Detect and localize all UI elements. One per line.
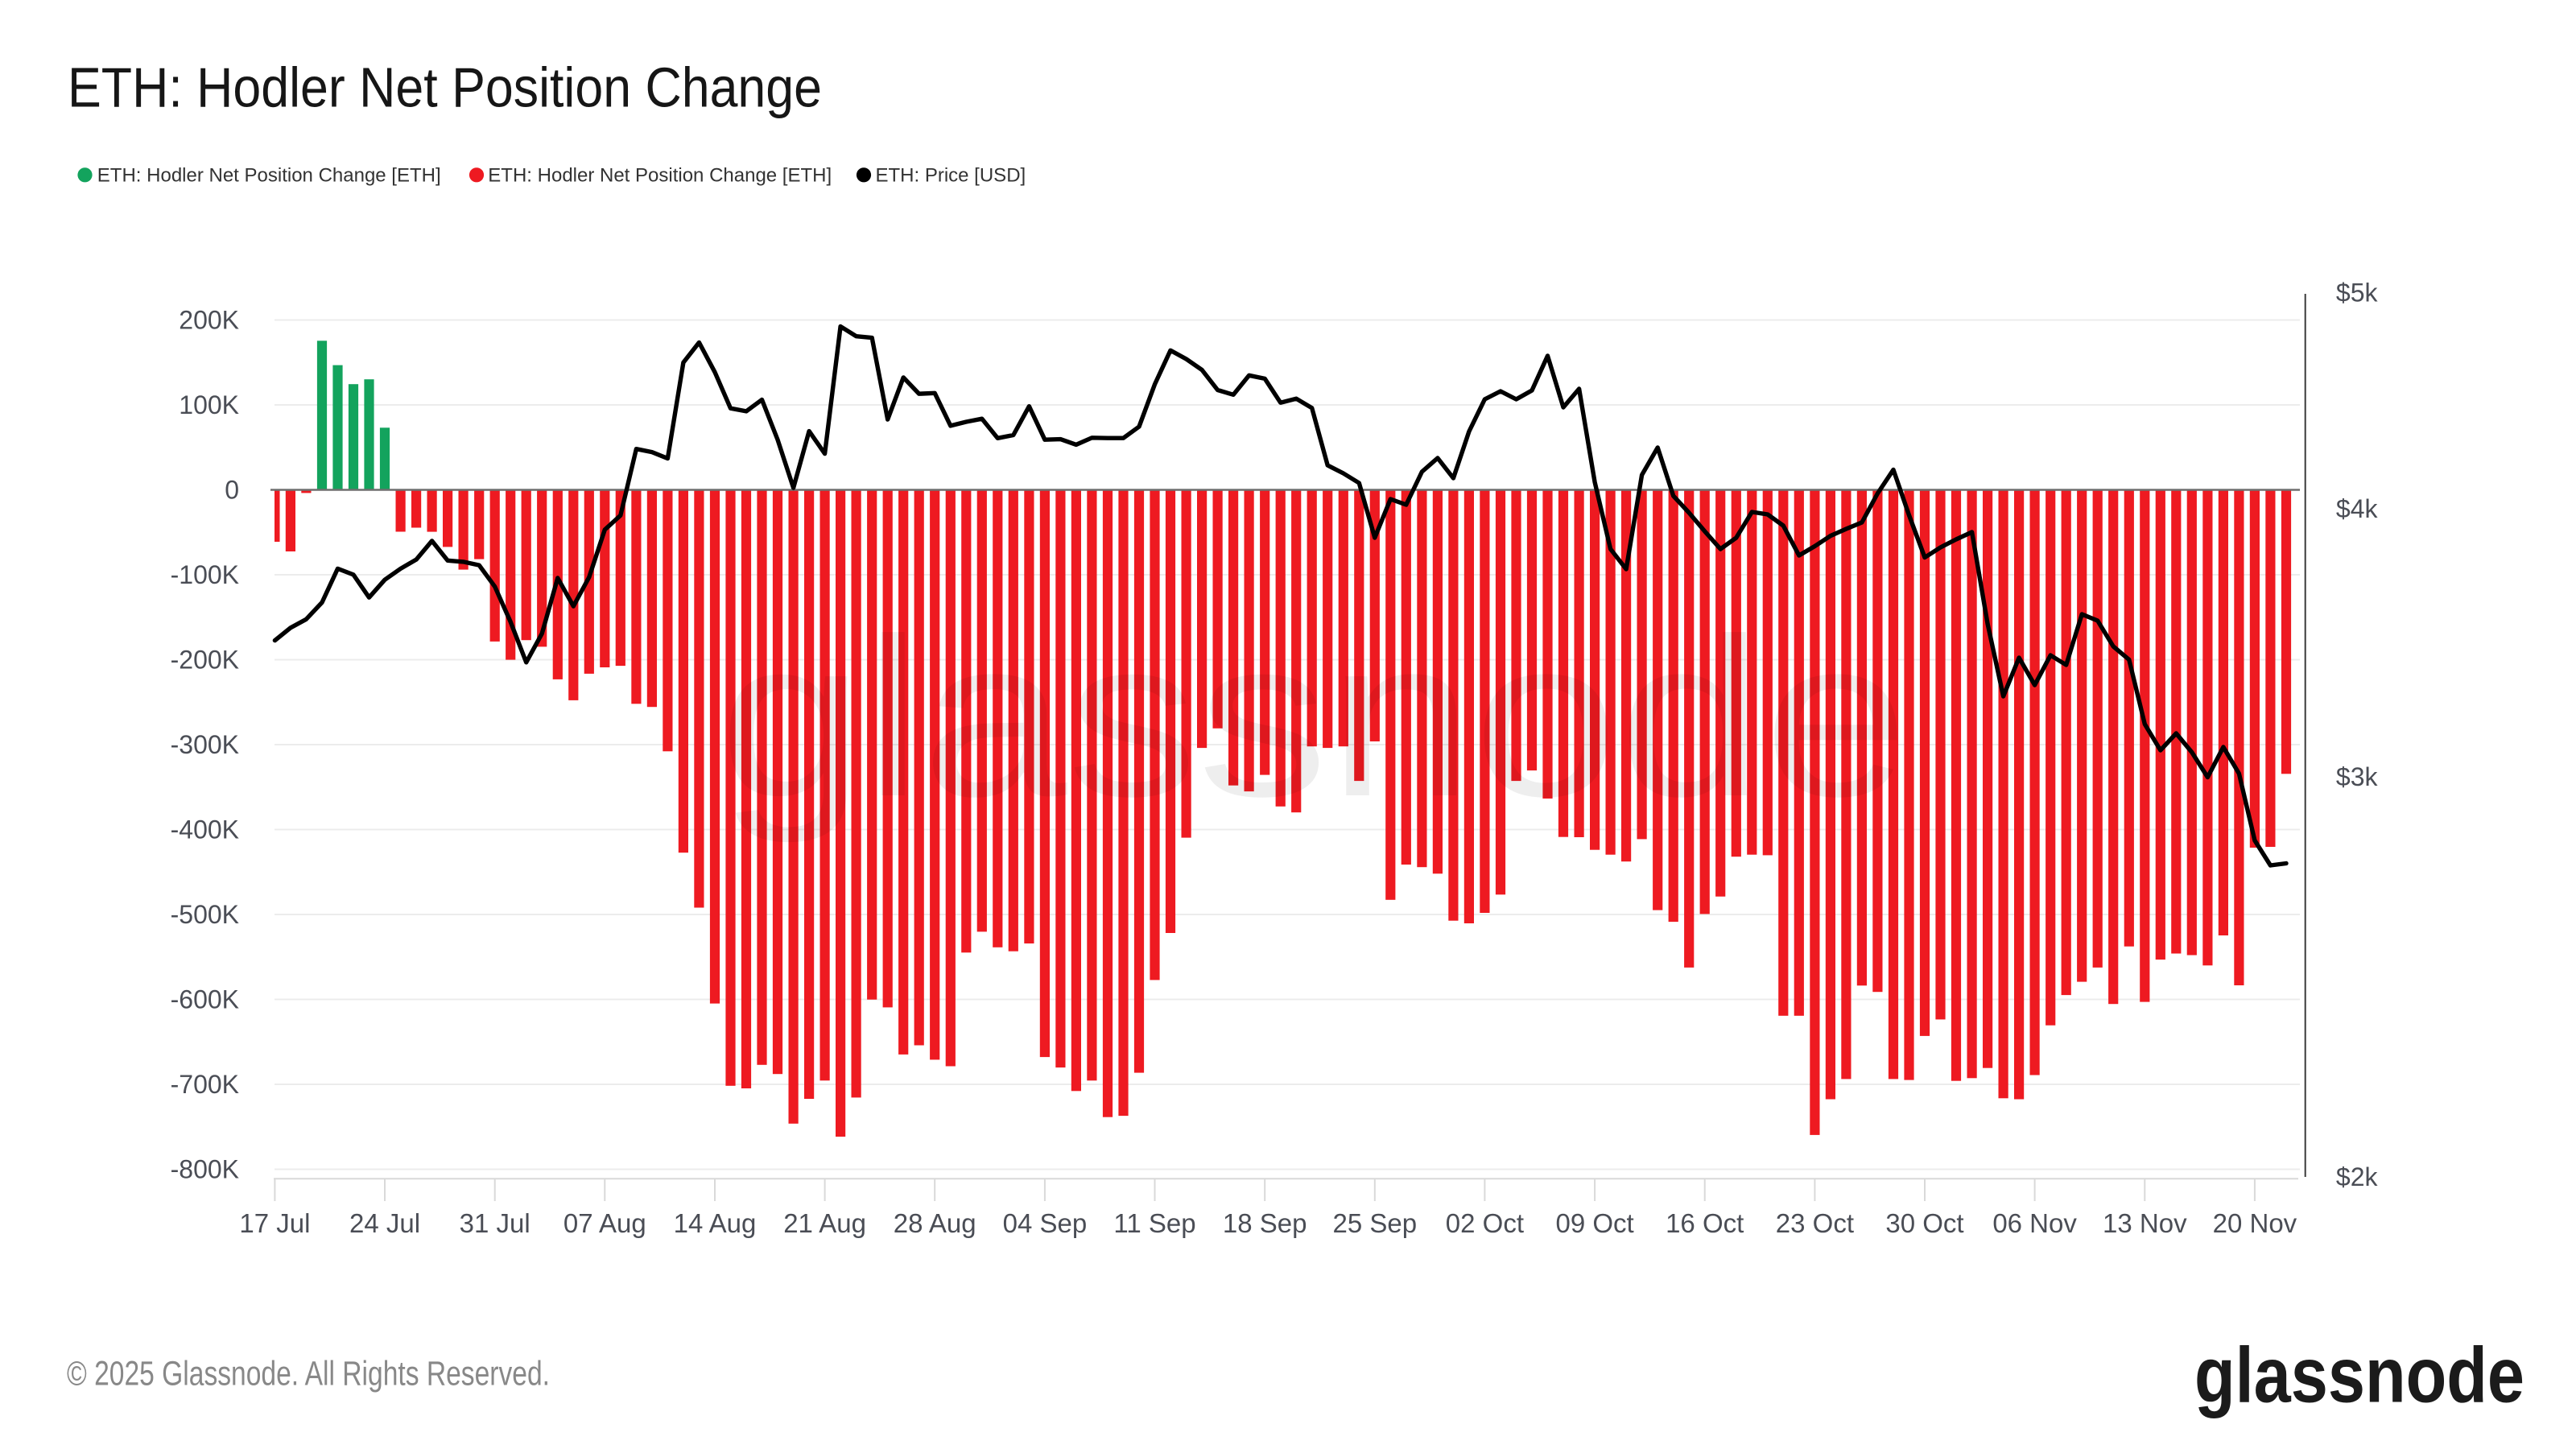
svg-text:-100K: -100K (171, 560, 239, 589)
svg-text:-800K: -800K (171, 1155, 239, 1184)
svg-text:20 Nov: 20 Nov (2213, 1208, 2297, 1238)
svg-text:0: 0 (225, 476, 239, 505)
svg-text:ETH: Hodler Net Position Chang: ETH: Hodler Net Position Change (68, 56, 822, 119)
svg-text:02 Oct: 02 Oct (1446, 1208, 1524, 1238)
svg-text:21 Aug: 21 Aug (783, 1208, 866, 1238)
svg-text:11 Sep: 11 Sep (1113, 1208, 1195, 1238)
svg-text:25 Sep: 25 Sep (1333, 1208, 1418, 1238)
svg-text:-300K: -300K (171, 730, 239, 759)
svg-text:23 Oct: 23 Oct (1776, 1208, 1854, 1238)
svg-text:200K: 200K (179, 306, 239, 335)
svg-text:© 2025 Glassnode. All Rights R: © 2025 Glassnode. All Rights Reserved. (67, 1356, 550, 1393)
svg-text:14 Aug: 14 Aug (674, 1208, 757, 1238)
svg-text:24 Jul: 24 Jul (349, 1208, 420, 1238)
svg-text:07 Aug: 07 Aug (564, 1208, 646, 1238)
svg-text:31 Jul: 31 Jul (460, 1208, 530, 1238)
svg-text:-700K: -700K (171, 1070, 239, 1099)
svg-text:$2k: $2k (2336, 1162, 2379, 1191)
svg-text:04 Sep: 04 Sep (1003, 1208, 1088, 1238)
svg-text:06 Nov: 06 Nov (1992, 1208, 2077, 1238)
svg-text:30 Oct: 30 Oct (1885, 1208, 1963, 1238)
svg-text:-500K: -500K (171, 900, 239, 929)
svg-text:ETH: Price [USD]: ETH: Price [USD] (876, 165, 1026, 187)
svg-text:18 Sep: 18 Sep (1223, 1208, 1307, 1238)
svg-text:ETH: Hodler Net Position Chang: ETH: Hodler Net Position Change [ETH] (97, 165, 441, 187)
svg-text:$3k: $3k (2336, 762, 2379, 791)
svg-text:100K: 100K (179, 390, 239, 419)
svg-text:28 Aug: 28 Aug (894, 1208, 976, 1238)
svg-text:glassnode: glassnode (719, 592, 1909, 844)
svg-text:ETH: Hodler Net Position Chang: ETH: Hodler Net Position Change [ETH] (488, 165, 832, 187)
svg-text:17 Jul: 17 Jul (239, 1208, 310, 1238)
svg-text:16 Oct: 16 Oct (1666, 1208, 1744, 1238)
svg-text:$4k: $4k (2336, 494, 2379, 523)
svg-text:-200K: -200K (171, 646, 239, 675)
svg-text:$5k: $5k (2336, 279, 2379, 308)
svg-text:13 Nov: 13 Nov (2103, 1208, 2187, 1238)
svg-text:-400K: -400K (171, 815, 239, 844)
svg-text:09 Oct: 09 Oct (1555, 1208, 1633, 1238)
svg-text:glassnode: glassnode (2194, 1331, 2524, 1418)
svg-text:-600K: -600K (171, 985, 239, 1014)
